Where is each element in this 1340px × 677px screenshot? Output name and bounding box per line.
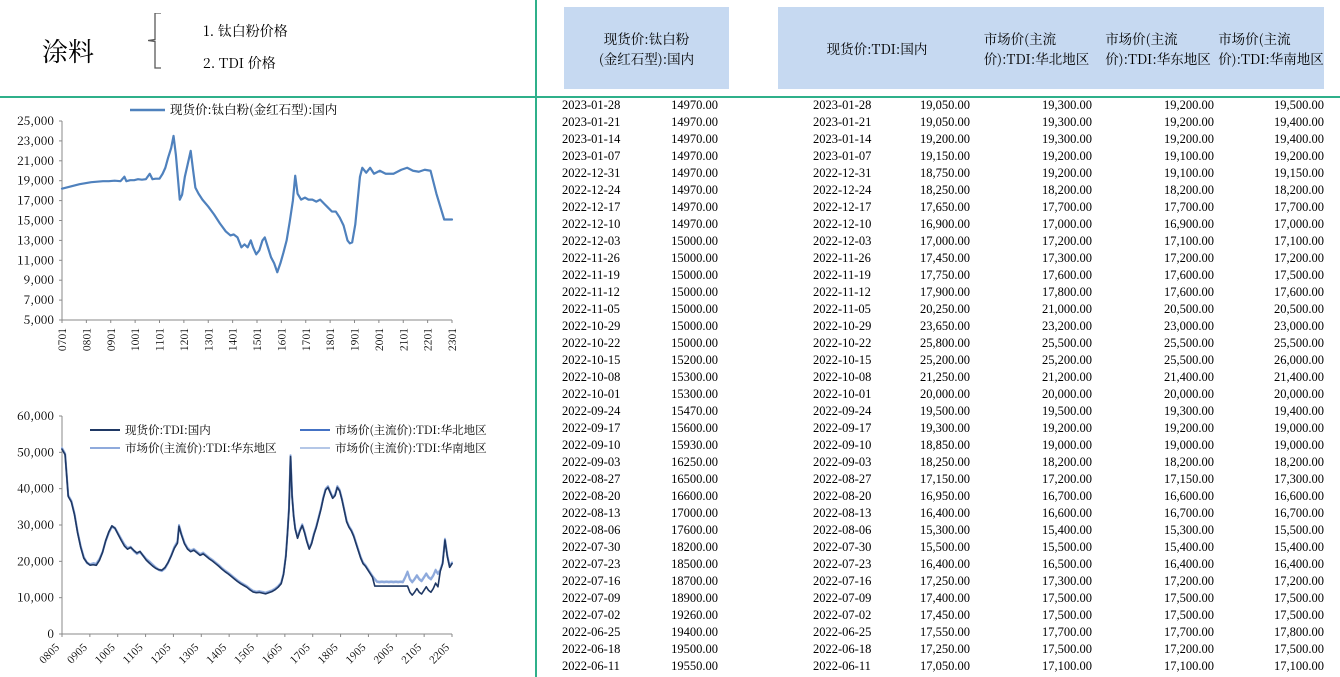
svg-text:1801: 1801 xyxy=(323,328,338,351)
svg-text:40,000: 40,000 xyxy=(17,480,54,497)
svg-text:21,000: 21,000 xyxy=(17,152,54,169)
svg-text:1305: 1305 xyxy=(175,640,202,667)
svg-text:2301: 2301 xyxy=(445,328,460,351)
svg-text:2001: 2001 xyxy=(372,328,387,351)
svg-text:1405: 1405 xyxy=(203,640,230,667)
svg-text:10,000: 10,000 xyxy=(17,589,54,606)
svg-text:现货价:TDI:国内: 现货价:TDI:国内 xyxy=(125,422,211,438)
svg-text:2101: 2101 xyxy=(396,328,411,351)
svg-text:0701: 0701 xyxy=(55,328,70,351)
svg-text:2201: 2201 xyxy=(421,328,436,351)
svg-text:1205: 1205 xyxy=(147,640,174,667)
svg-text:1901: 1901 xyxy=(348,328,363,351)
svg-text:30,000: 30,000 xyxy=(17,516,54,533)
svg-text:1001: 1001 xyxy=(128,328,143,351)
svg-text:7,000: 7,000 xyxy=(24,291,54,308)
svg-text:9,000: 9,000 xyxy=(24,271,54,288)
svg-text:1905: 1905 xyxy=(342,640,369,667)
svg-text:0901: 0901 xyxy=(104,328,119,351)
svg-text:1505: 1505 xyxy=(231,640,258,667)
svg-text:0801: 0801 xyxy=(79,328,94,351)
svg-text:17,000: 17,000 xyxy=(17,192,54,209)
svg-text:0: 0 xyxy=(47,625,54,642)
svg-text:1301: 1301 xyxy=(201,328,216,351)
svg-text:1605: 1605 xyxy=(259,640,286,667)
svg-text:11,000: 11,000 xyxy=(17,251,54,268)
svg-text:1601: 1601 xyxy=(274,328,289,351)
svg-text:1805: 1805 xyxy=(314,640,341,667)
svg-text:1101: 1101 xyxy=(153,328,168,351)
svg-text:15,000: 15,000 xyxy=(17,212,54,229)
svg-text:5,000: 5,000 xyxy=(24,311,54,328)
svg-text:1701: 1701 xyxy=(299,328,314,351)
svg-text:20,000: 20,000 xyxy=(17,552,54,569)
svg-text:2005: 2005 xyxy=(370,640,397,667)
svg-text:0805: 0805 xyxy=(36,640,63,667)
svg-text:1005: 1005 xyxy=(92,640,119,667)
svg-text:25,000: 25,000 xyxy=(17,112,54,129)
svg-text:1401: 1401 xyxy=(226,328,241,351)
svg-text:23,000: 23,000 xyxy=(17,132,54,149)
svg-text:现货价:钛白粉(金红石型):国内: 现货价:钛白粉(金红石型):国内 xyxy=(170,100,337,118)
svg-text:1501: 1501 xyxy=(250,328,265,351)
svg-text:市场价(主流价):TDI:华北地区: 市场价(主流价):TDI:华北地区 xyxy=(335,422,487,438)
svg-text:1705: 1705 xyxy=(287,640,314,667)
svg-text:市场价(主流价):TDI:华南地区: 市场价(主流价):TDI:华南地区 xyxy=(335,440,487,456)
svg-text:2205: 2205 xyxy=(426,640,453,667)
svg-text:13,000: 13,000 xyxy=(17,231,54,248)
svg-text:市场价(主流价):TDI:华东地区: 市场价(主流价):TDI:华东地区 xyxy=(125,440,277,456)
svg-text:1201: 1201 xyxy=(177,328,192,351)
svg-text:50,000: 50,000 xyxy=(17,443,54,460)
svg-text:1105: 1105 xyxy=(119,640,146,667)
svg-text:2105: 2105 xyxy=(398,640,425,667)
svg-text:0905: 0905 xyxy=(64,640,91,667)
svg-text:60,000: 60,000 xyxy=(17,407,54,424)
svg-text:19,000: 19,000 xyxy=(17,172,54,189)
